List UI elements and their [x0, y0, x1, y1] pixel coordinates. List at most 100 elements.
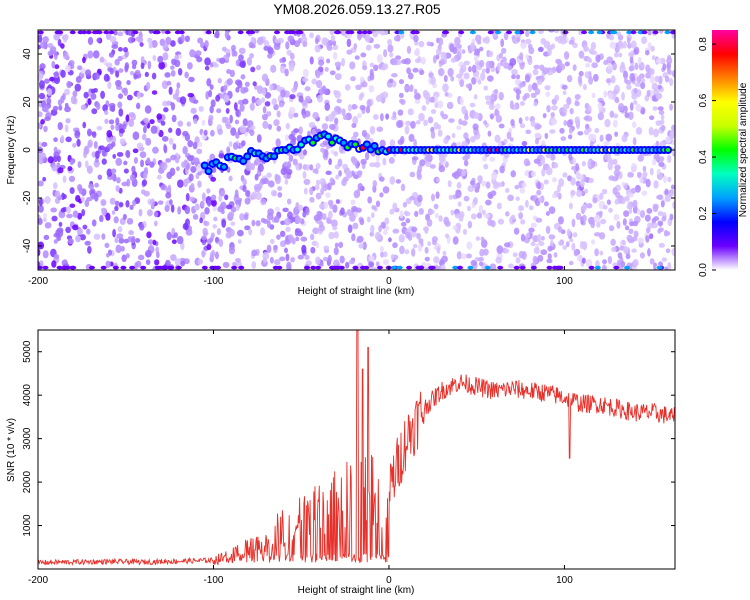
noise-speck	[564, 61, 570, 67]
noise-speck	[108, 52, 115, 58]
noise-speck	[537, 233, 542, 243]
noise-speck	[470, 136, 476, 143]
noise-speck	[350, 205, 358, 212]
snr-y-label: SNR (10 * v/v)	[6, 418, 17, 482]
noise-speck	[93, 193, 99, 202]
noise-speck	[174, 54, 179, 60]
noise-speck	[222, 116, 229, 123]
snr-x-label: Height of straight line (km)	[298, 585, 415, 596]
noise-speck	[608, 225, 615, 232]
noise-speck	[506, 131, 512, 140]
track-highlight	[341, 140, 346, 145]
edge-speck	[345, 30, 352, 35]
noise-speck	[606, 199, 611, 205]
noise-speck	[590, 42, 597, 51]
noise-speck	[664, 194, 671, 203]
noise-speck	[621, 239, 626, 246]
noise-speck	[352, 222, 359, 230]
track-highlight	[202, 163, 207, 168]
noise-speck	[672, 201, 675, 209]
noise-speck	[149, 161, 155, 168]
noise-speck	[46, 88, 53, 96]
edge-speck	[624, 265, 631, 270]
noise-speck	[602, 265, 608, 270]
noise-speck	[267, 123, 273, 130]
noise-speck	[650, 45, 655, 52]
edge-speck	[61, 265, 68, 270]
noise-speck	[459, 67, 464, 77]
noise-speck	[379, 245, 384, 253]
noise-speck	[542, 67, 549, 75]
noise-speck	[620, 61, 625, 69]
noise-speck	[370, 224, 375, 234]
noise-speck	[218, 153, 225, 159]
edge-speck	[360, 265, 367, 270]
noise-speck	[652, 204, 659, 213]
noise-speck	[43, 234, 50, 241]
edge-speck	[609, 30, 616, 35]
noise-speck	[454, 36, 461, 46]
noise-speck	[638, 73, 645, 79]
noise-speck	[344, 84, 351, 91]
noise-speck	[235, 257, 241, 263]
noise-speck	[40, 118, 45, 125]
noise-speck	[550, 153, 556, 161]
noise-speck	[239, 213, 245, 221]
noise-speck	[276, 110, 281, 118]
noise-speck	[206, 188, 211, 194]
noise-speck	[200, 200, 205, 208]
noise-speck	[155, 251, 160, 259]
noise-speck	[507, 65, 513, 71]
noise-speck	[466, 241, 473, 250]
noise-speck	[226, 78, 233, 86]
noise-speck	[664, 75, 670, 83]
noise-speck	[255, 220, 261, 227]
noise-speck	[235, 204, 240, 211]
noise-speck	[612, 187, 618, 195]
edge-speck	[390, 265, 397, 270]
noise-speck	[360, 52, 367, 58]
noise-speck	[482, 209, 486, 216]
noise-speck	[139, 151, 147, 159]
noise-speck	[332, 204, 338, 213]
noise-speck	[39, 260, 44, 267]
noise-speck	[654, 75, 660, 83]
noise-speck	[444, 233, 450, 239]
noise-speck	[143, 171, 148, 180]
noise-speck	[168, 127, 173, 133]
noise-speck	[303, 178, 311, 186]
noise-speck	[140, 159, 145, 168]
noise-speck	[568, 134, 573, 140]
noise-speck	[190, 166, 197, 173]
noise-speck	[321, 213, 327, 221]
noise-speck	[163, 144, 168, 154]
noise-speck	[254, 30, 260, 34]
noise-speck	[280, 167, 287, 176]
noise-speck	[524, 74, 531, 83]
x-tick-label: 100	[556, 276, 573, 287]
noise-speck	[609, 41, 617, 49]
noise-speck	[62, 92, 66, 101]
noise-speck	[241, 140, 246, 147]
noise-speck	[438, 215, 443, 222]
noise-speck	[256, 64, 262, 71]
noise-speck	[274, 173, 279, 182]
noise-speck	[473, 51, 480, 57]
noise-speck	[525, 160, 531, 166]
noise-speck	[533, 247, 540, 254]
noise-speck	[260, 227, 266, 236]
noise-speck	[105, 212, 111, 221]
noise-speck	[496, 182, 503, 188]
noise-speck	[68, 175, 76, 183]
noise-speck	[430, 193, 436, 202]
noise-speck	[290, 139, 296, 146]
noise-speck	[450, 75, 455, 82]
noise-speck	[607, 62, 613, 70]
noise-speck	[469, 180, 475, 186]
noise-speck	[400, 99, 406, 106]
noise-speck	[242, 118, 248, 127]
noise-speck	[188, 76, 195, 83]
noise-speck	[418, 238, 424, 244]
noise-speck	[287, 35, 295, 43]
